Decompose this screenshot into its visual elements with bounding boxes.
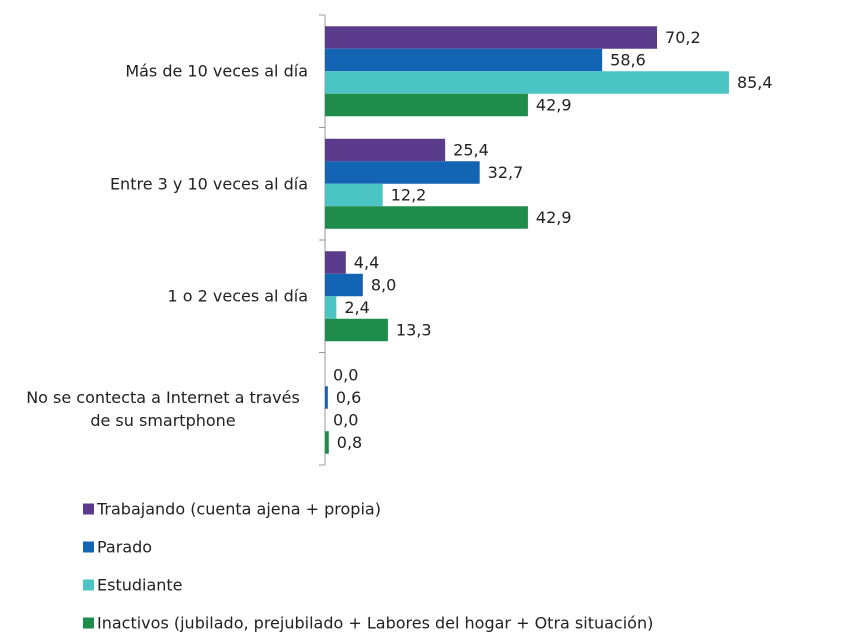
category-label: Más de 10 veces al día bbox=[5, 60, 308, 83]
legend-marker bbox=[83, 617, 94, 629]
bar bbox=[325, 183, 383, 207]
value-label: 0,0 bbox=[333, 411, 358, 430]
bar bbox=[325, 273, 363, 297]
category-text: No se contecta a Internet a través de su… bbox=[26, 387, 300, 430]
value-label: 32,7 bbox=[488, 163, 524, 182]
bar bbox=[325, 71, 729, 94]
bar bbox=[325, 26, 658, 49]
value-label: 0,8 bbox=[337, 433, 362, 452]
value-label: 42,9 bbox=[536, 208, 572, 227]
value-label: 42,9 bbox=[536, 96, 572, 115]
value-label: 13,3 bbox=[396, 321, 432, 340]
bar bbox=[325, 431, 329, 454]
value-label: 8,0 bbox=[371, 276, 396, 295]
value-label: 0,6 bbox=[336, 388, 361, 407]
bar bbox=[325, 48, 603, 72]
legend-label: Estudiante bbox=[97, 576, 183, 595]
legend-label: Parado bbox=[97, 538, 152, 557]
bar bbox=[325, 138, 446, 162]
bar bbox=[325, 93, 528, 117]
value-label: 25,4 bbox=[453, 141, 489, 160]
category-text: 1 o 2 veces al día bbox=[167, 286, 308, 306]
value-label: 70,2 bbox=[665, 28, 701, 47]
value-label: 0,0 bbox=[333, 366, 358, 385]
bar bbox=[325, 251, 346, 274]
value-label: 2,4 bbox=[344, 298, 369, 317]
legend-label: Inactivos (jubilado, prejubilado + Labor… bbox=[97, 614, 653, 633]
bar bbox=[325, 206, 528, 229]
value-label: 85,4 bbox=[737, 73, 773, 92]
category-label: Entre 3 y 10 veces al día bbox=[5, 172, 308, 195]
legend-marker bbox=[83, 503, 94, 515]
bar bbox=[325, 161, 480, 184]
bar bbox=[325, 296, 337, 319]
legend-marker bbox=[83, 579, 94, 591]
bar bbox=[325, 318, 388, 342]
legend-marker bbox=[83, 541, 94, 553]
value-label: 58,6 bbox=[610, 51, 646, 70]
category-text: Más de 10 veces al día bbox=[125, 61, 308, 81]
value-label: 12,2 bbox=[391, 186, 427, 205]
bar bbox=[325, 386, 328, 409]
value-label: 4,4 bbox=[354, 253, 379, 272]
category-label: No se contecta a Internet a través de su… bbox=[5, 386, 308, 432]
category-label: 1 o 2 veces al día bbox=[5, 285, 308, 308]
legend-label: Trabajando (cuenta ajena + propia) bbox=[96, 500, 381, 519]
category-text: Entre 3 y 10 veces al día bbox=[109, 174, 308, 194]
